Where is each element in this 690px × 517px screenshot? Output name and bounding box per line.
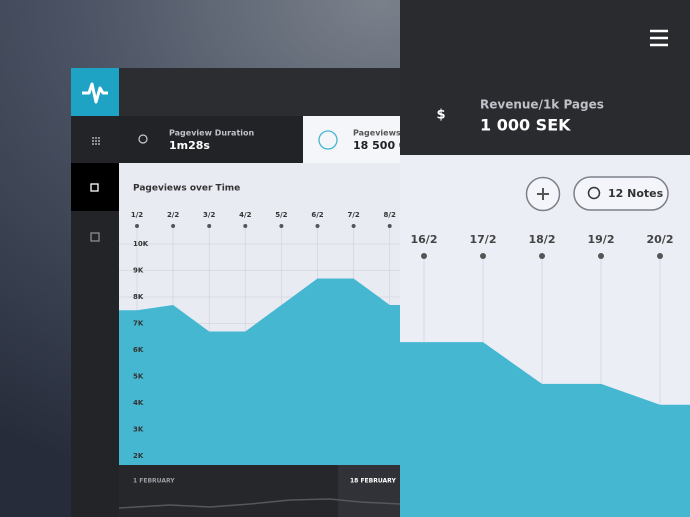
y-tick-label: 2K [133, 452, 144, 460]
notes-label: 12 Notes [608, 187, 664, 200]
stat-label: Revenue/1k Pages [480, 98, 604, 112]
nav-active[interactable] [71, 163, 119, 211]
x-tick-dot [539, 253, 545, 259]
area [400, 342, 690, 517]
x-tick-label: 18/2 [529, 233, 556, 246]
y-tick-label: 5K [133, 373, 144, 381]
x-tick-label: 5/2 [275, 211, 287, 219]
x-tick-label: 17/2 [470, 233, 497, 246]
x-tick-dot [421, 253, 427, 259]
x-tick-dot [243, 224, 248, 228]
x-tick-label: 7/2 [347, 211, 359, 219]
tab-label: Pageviews [353, 129, 401, 138]
left-panel: Pageview Duration 1m28s Pageviews 18 500… [71, 68, 407, 517]
x-tick-label: 16/2 [411, 233, 438, 246]
x-tick-label: 6/2 [311, 211, 323, 219]
currency-icon: $ [436, 108, 445, 123]
logo-icon [82, 82, 108, 104]
stat-value: 1 000 SEK [480, 116, 571, 135]
timeline-label: 1 FEBRUARY [133, 478, 175, 485]
x-tick-label: 2/2 [167, 211, 179, 219]
x-tick-dot [387, 224, 392, 228]
right-panel: $ Revenue/1k Pages 1 000 SEK 12 Notes 16… [400, 0, 690, 517]
y-tick-label: 8K [133, 293, 144, 301]
chart: 16/2 17/2 18/2 19/2 20/2 [400, 233, 690, 517]
notes-button[interactable] [573, 176, 669, 211]
x-tick-dot [171, 224, 176, 228]
x-tick-dot [598, 253, 604, 259]
nav-icon [90, 183, 99, 192]
x-tick-dot [279, 224, 284, 228]
y-tick-label: 7K [133, 320, 144, 328]
y-tick-label: 9K [133, 267, 144, 275]
chart-title: Pageviews over Time [133, 184, 240, 194]
area [119, 278, 400, 465]
tab-value: 1m28s [169, 139, 210, 152]
tab-icon [138, 134, 148, 144]
menu-button[interactable] [650, 29, 668, 47]
timeline-selection[interactable] [338, 465, 400, 517]
y-tick-label: 10K [133, 240, 149, 248]
tab-value: 18 500 0 [353, 139, 407, 152]
tab-icon [318, 130, 338, 150]
y-tick-label: 6K [133, 346, 144, 354]
x-tick-dot [480, 253, 486, 259]
y-tick-label: 3K [133, 426, 144, 434]
header [400, 0, 690, 155]
x-tick-dot [315, 224, 320, 228]
x-tick-dot [351, 224, 356, 228]
x-tick-label: 8/2 [384, 211, 396, 219]
chart: 1/2 2/2 3/2 4/2 5/2 6/2 7/2 8/2 10K 9K 8K 7K 6K 5K 4K 3… [119, 211, 400, 465]
x-tick-dot [135, 224, 139, 228]
tab[interactable] [119, 116, 303, 163]
timeline-label: 18 FEBRUARY [350, 478, 396, 485]
x-tick-label: 3/2 [203, 211, 215, 219]
tab-label: Pageview Duration [169, 129, 255, 138]
add-icon [537, 188, 549, 200]
x-tick-dot [207, 224, 212, 228]
x-tick-label: 19/2 [588, 233, 615, 246]
nav-icons [90, 137, 100, 242]
x-tick-label: 4/2 [239, 211, 251, 219]
y-tick-label: 4K [133, 399, 144, 407]
notes-icon [587, 186, 601, 200]
timeline-line [118, 498, 401, 509]
x-tick-dot [657, 253, 663, 259]
x-tick-label: 1/2 [131, 211, 143, 219]
x-tick-label: 20/2 [647, 233, 674, 246]
